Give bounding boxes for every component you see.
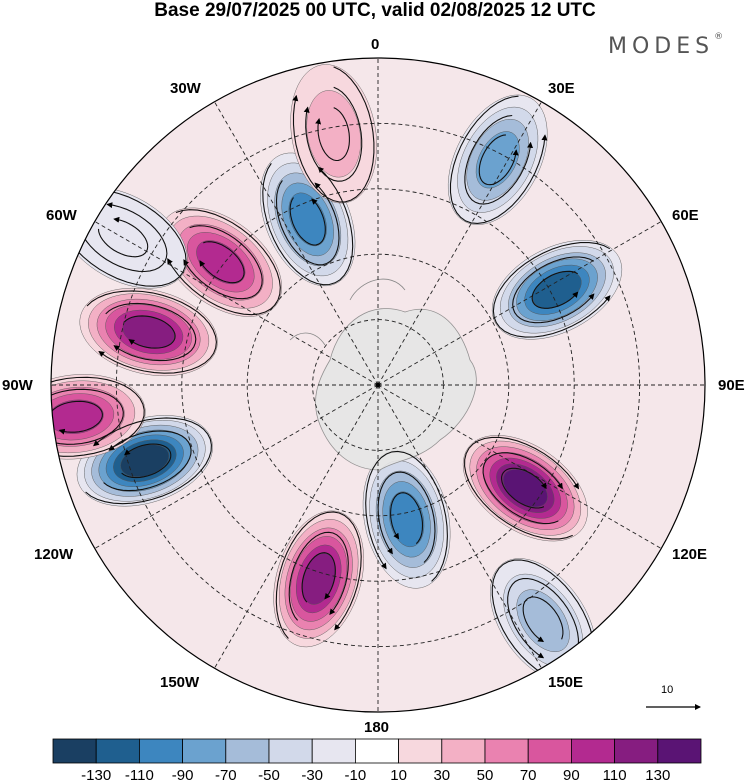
colorbar-swatch — [225, 738, 270, 764]
anomaly-contour — [516, 589, 570, 652]
colorbar-swatch — [268, 738, 313, 764]
lon-label-30e: 30E — [548, 80, 575, 97]
streamline — [491, 559, 595, 675]
colorbar-tick-label: 70 — [519, 767, 537, 784]
streamline — [303, 86, 363, 182]
colorbar-swatch — [182, 738, 227, 764]
lon-label-60e: 60E — [672, 207, 699, 224]
colorbar-swatch — [614, 738, 659, 764]
streamline — [97, 216, 149, 258]
streamline — [507, 577, 579, 659]
lon-label-150w: 150W — [160, 674, 200, 691]
colorbar-swatch — [571, 738, 616, 764]
graticule — [51, 58, 705, 712]
streamline — [124, 315, 176, 349]
reference-vector-label: 10 — [661, 684, 674, 696]
colorbar-tick-label: 30 — [433, 767, 451, 784]
streamline — [315, 107, 350, 162]
lon-label-180: 180 — [364, 719, 390, 736]
colorbar-tick-label: -50 — [258, 767, 280, 784]
streamline — [199, 241, 245, 284]
streamline — [78, 202, 168, 273]
streamline — [512, 256, 595, 324]
map-title: Base 29/07/2025 00 UTC, valid 02/08/2025… — [154, 0, 596, 21]
lon-label-120e: 120E — [672, 546, 708, 563]
streamline — [51, 400, 103, 435]
colorbar-swatch — [95, 738, 140, 764]
colorbar-swatch — [527, 738, 572, 764]
streamline — [289, 197, 326, 246]
colorbar-tick-label: 50 — [476, 767, 494, 784]
anomaly-contour — [475, 131, 520, 189]
streamline — [478, 134, 519, 186]
streamline — [292, 66, 375, 203]
colorbar-swatch — [354, 738, 399, 764]
colorbar-tick-label: 10 — [390, 767, 407, 784]
streamline — [492, 242, 611, 338]
colorbar-tick-label: -70 — [214, 767, 237, 784]
lon-label-90e: 90E — [718, 377, 745, 394]
colorbar-tick-label: 130 — [645, 767, 671, 784]
colorbar-swatch — [311, 738, 356, 764]
streamline — [449, 95, 548, 224]
streamline — [183, 225, 263, 300]
streamline — [464, 436, 580, 540]
anomaly-contour — [306, 90, 361, 178]
streamline — [85, 417, 212, 505]
streamline — [531, 270, 579, 309]
lon-label-90w: 90W — [2, 377, 33, 394]
streamline — [59, 187, 187, 287]
lon-label-60w: 60W — [46, 207, 77, 224]
streamline — [103, 430, 192, 492]
streamline — [464, 114, 534, 205]
colorbar-swatch — [657, 738, 702, 764]
streamline — [501, 467, 547, 509]
wind-streamlines — [51, 66, 611, 675]
lon-label-150e: 150E — [548, 674, 584, 691]
streamline — [275, 511, 362, 639]
lon-label-0: 0 — [371, 36, 380, 53]
colorbar-tick-label: 110 — [602, 767, 627, 784]
streamline — [105, 302, 197, 362]
colorbar-swatch — [52, 738, 97, 764]
streamline — [86, 290, 217, 374]
streamline — [262, 163, 354, 286]
streamline — [522, 596, 564, 643]
streamline — [167, 209, 281, 316]
streamline — [51, 376, 145, 457]
anomaly-contour — [196, 240, 246, 285]
colorbar — [52, 738, 702, 764]
colorbar-tick-label: -130 — [81, 767, 112, 784]
colorbar-swatch — [398, 738, 443, 764]
streamline — [121, 443, 172, 479]
lon-label-120w: 120W — [34, 546, 74, 563]
antarctica-landmass — [289, 278, 477, 471]
brand-logo: MODES® — [608, 32, 724, 59]
streamline — [482, 452, 563, 525]
streamline — [390, 492, 424, 544]
colorbar-tick-label: 90 — [563, 767, 580, 784]
colorbar-tick-label: -10 — [344, 767, 367, 784]
south-pole-marker — [375, 382, 381, 388]
colorbar-swatch — [138, 738, 183, 764]
colorbar-swatch — [441, 738, 486, 764]
map-boundary — [50, 57, 706, 713]
streamline — [301, 552, 336, 603]
streamline — [275, 180, 340, 266]
colorbar-tick-label: -90 — [171, 767, 194, 784]
colorbar-tick-label: -30 — [301, 767, 324, 784]
streamline — [377, 471, 436, 563]
streamline — [365, 450, 448, 582]
anomaly-contour — [51, 399, 104, 434]
colorbar-tick-label: -110 — [124, 767, 154, 784]
streamline — [51, 388, 124, 446]
colorbar-swatch — [484, 738, 529, 764]
streamline — [288, 531, 349, 621]
lon-label-30w: 30W — [170, 80, 201, 97]
